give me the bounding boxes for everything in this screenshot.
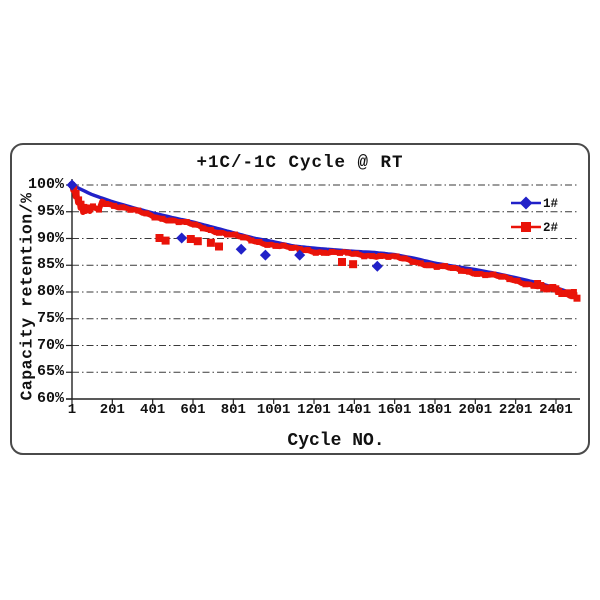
- x-tick-1001: 1001: [256, 402, 291, 418]
- x-axis-title: Cycle NO.: [287, 431, 385, 451]
- series-1-markers: [66, 179, 383, 272]
- x-tick-2201: 2201: [498, 402, 533, 418]
- x-tick-2001: 2001: [458, 402, 493, 418]
- x-tick-201: 201: [99, 402, 125, 418]
- y-tick-100%: 100%: [27, 176, 64, 193]
- gridlines: [72, 184, 577, 373]
- y-tick-85%: 85%: [36, 256, 64, 274]
- x-tick-1401: 1401: [337, 402, 372, 418]
- x-tick-2401: 2401: [539, 402, 573, 418]
- x-tick-1801: 1801: [418, 402, 452, 418]
- series-2-band: [69, 182, 581, 302]
- y-tick-90%: 90%: [36, 229, 64, 247]
- y-tick-95%: 95%: [36, 202, 64, 220]
- y-tick-65%: 65%: [36, 363, 64, 381]
- legend-label-series-1: 1#: [543, 197, 559, 211]
- x-tick-801: 801: [220, 402, 246, 418]
- x-tick-401: 401: [140, 402, 166, 418]
- y-tick-80%: 80%: [36, 283, 64, 300]
- y-tick-60%: 60%: [36, 390, 64, 407]
- legend-label-series-2: 2#: [543, 221, 559, 235]
- chart-frame: [10, 143, 590, 455]
- y-tick-70%: 70%: [36, 336, 64, 354]
- legend: [511, 196, 541, 232]
- x-tick-1201: 1201: [297, 402, 331, 418]
- series-2-outlier-markers: [155, 234, 358, 269]
- x-tick-1: 1: [67, 402, 77, 418]
- x-tick-1601: 1601: [377, 402, 412, 418]
- chart-title: +1C/-1C Cycle @ RT: [196, 153, 404, 173]
- y-tick-75%: 75%: [36, 309, 64, 327]
- x-tick-601: 601: [180, 402, 206, 418]
